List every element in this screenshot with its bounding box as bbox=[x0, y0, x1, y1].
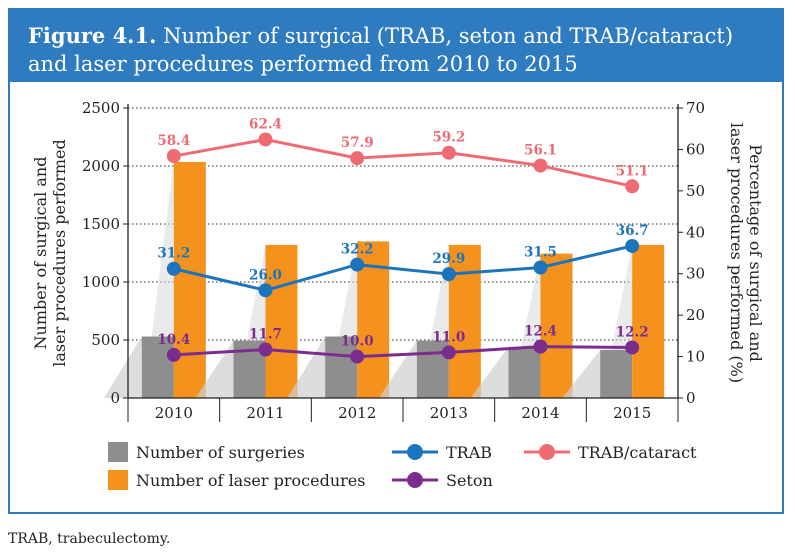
laser-bar bbox=[632, 244, 665, 398]
legend-marker-trab-cataract bbox=[539, 444, 555, 460]
trab-cataract-point bbox=[625, 179, 640, 194]
figure-title-bar: Figure 4.1. Number of surgical (TRAB, se… bbox=[10, 10, 782, 82]
legend-label-seton: Seton bbox=[446, 471, 493, 490]
x-tick-label: 2012 bbox=[338, 404, 376, 422]
trab-point bbox=[441, 267, 456, 282]
trab-data-label: 31.5 bbox=[524, 245, 557, 261]
right-tick-label: 70 bbox=[686, 99, 705, 117]
footnote: TRAB, trabeculectomy. bbox=[8, 531, 171, 547]
seton-line bbox=[173, 345, 633, 359]
trab-cataract-line bbox=[173, 137, 633, 188]
left-tick-label: 2000 bbox=[82, 157, 120, 175]
x-tick-label: 2011 bbox=[246, 404, 284, 422]
left-tick-label: 1500 bbox=[82, 215, 120, 233]
x-tick-label: 2014 bbox=[521, 404, 559, 422]
seton-point bbox=[533, 339, 548, 354]
seton-point bbox=[625, 340, 640, 355]
legend-label-trab-cataract: TRAB/cataract bbox=[578, 443, 697, 462]
legend-label-number-of-surgeries: Number of surgeries bbox=[136, 443, 305, 462]
trab-cataract-data-label: 58.4 bbox=[157, 133, 190, 149]
left-tick-label: 1000 bbox=[82, 273, 120, 291]
x-tick-label: 2013 bbox=[430, 404, 468, 422]
seton-data-label: 10.4 bbox=[157, 332, 190, 348]
trab-data-label: 32.2 bbox=[341, 242, 374, 258]
right-tick-label: 10 bbox=[686, 348, 705, 366]
left-tick-label: 0 bbox=[110, 389, 120, 407]
trab-cataract-point bbox=[166, 149, 181, 164]
left-tick-label: 500 bbox=[91, 331, 120, 349]
seton-data-label: 11.7 bbox=[249, 327, 282, 343]
trab-point bbox=[533, 260, 548, 275]
legend-label-number-of-laser-procedures: Number of laser procedures bbox=[136, 471, 365, 490]
trab-cataract-point bbox=[533, 158, 548, 173]
laser-bar bbox=[265, 244, 298, 398]
left-tick-label: 2500 bbox=[82, 99, 120, 117]
trab-data-label: 31.2 bbox=[157, 246, 190, 262]
trab-data-label: 29.9 bbox=[432, 251, 465, 267]
seton-point bbox=[441, 345, 456, 360]
right-axis-title: Percentage of surgical andlaser procedur… bbox=[727, 123, 765, 383]
trab-point bbox=[625, 238, 640, 253]
trab-cataract-data-label: 57.9 bbox=[341, 135, 374, 151]
surgery-bar-shadow bbox=[195, 340, 234, 398]
surgery-bar-shadow bbox=[287, 336, 326, 398]
trab-data-label: 26.0 bbox=[249, 267, 282, 283]
seton-point bbox=[350, 349, 365, 364]
trab-line bbox=[173, 244, 633, 292]
surgery-bar bbox=[600, 349, 633, 398]
right-tick-label: 20 bbox=[686, 306, 705, 324]
laser-bar bbox=[448, 244, 481, 398]
seton-data-label: 11.0 bbox=[432, 329, 465, 345]
seton-data-label: 12.2 bbox=[616, 324, 649, 340]
surgery-bar-shadow bbox=[470, 346, 509, 398]
surgery-bar bbox=[141, 336, 174, 398]
trab-point bbox=[258, 283, 273, 298]
x-tick-label: 2015 bbox=[613, 404, 651, 422]
seton-data-label: 10.0 bbox=[341, 334, 374, 350]
figure-label: Figure 4.1. bbox=[28, 23, 157, 48]
figure-title: Number of surgical (TRAB, seton and TRAB… bbox=[28, 24, 734, 76]
right-tick-label: 50 bbox=[686, 182, 705, 200]
legend-marker-trab bbox=[407, 444, 423, 460]
legend-marker-seton bbox=[407, 472, 423, 488]
trab-cataract-point bbox=[441, 145, 456, 160]
trab-cataract-point bbox=[258, 132, 273, 147]
right-tick-label: 60 bbox=[686, 140, 705, 158]
trab-data-label: 36.7 bbox=[616, 223, 649, 239]
seton-data-label: 12.4 bbox=[524, 324, 557, 340]
laser-bar bbox=[173, 161, 206, 398]
right-tick-label: 40 bbox=[686, 223, 705, 241]
trab-point bbox=[166, 261, 181, 276]
surgery-bar-shadow bbox=[562, 349, 601, 398]
trab-point bbox=[350, 257, 365, 272]
trab-cataract-data-label: 59.2 bbox=[432, 130, 465, 146]
surgery-bar-shadow bbox=[103, 336, 142, 398]
legend-label-trab: TRAB bbox=[446, 443, 492, 462]
laser-bar bbox=[540, 253, 573, 398]
trab-cataract-data-label: 62.4 bbox=[249, 116, 282, 132]
seton-point bbox=[258, 342, 273, 357]
right-tick-label: 30 bbox=[686, 265, 705, 283]
trab-cataract-data-label: 56.1 bbox=[524, 143, 557, 159]
legend-swatch-number-of-laser-procedures bbox=[108, 470, 128, 490]
surgery-bar bbox=[325, 336, 358, 398]
surgery-bar bbox=[508, 346, 541, 398]
seton-point bbox=[166, 347, 181, 362]
legend-swatch-number-of-surgeries bbox=[108, 442, 128, 462]
trab-cataract-data-label: 51.1 bbox=[616, 163, 649, 179]
right-tick-label: 0 bbox=[686, 389, 696, 407]
x-tick-label: 2010 bbox=[155, 404, 193, 422]
left-axis-title: Number of surgical andlaser procedures p… bbox=[31, 139, 69, 366]
trab-cataract-point bbox=[350, 151, 365, 166]
